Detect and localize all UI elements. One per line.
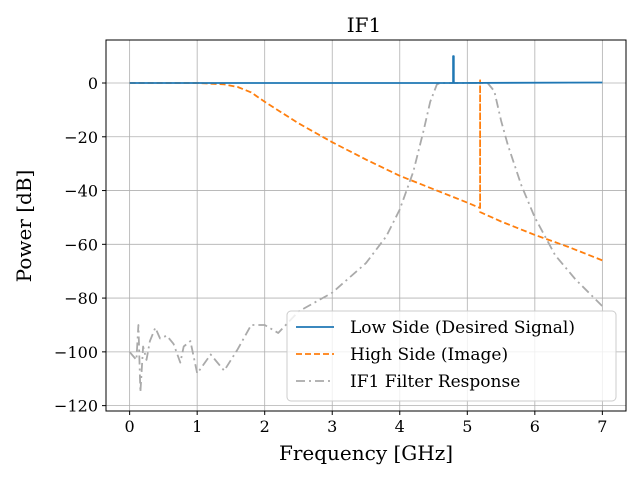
x-tick-label: 3 xyxy=(327,417,337,436)
legend-frame xyxy=(286,310,617,402)
x-tick-label: 0 xyxy=(125,417,135,436)
series-line-3 xyxy=(128,82,604,394)
x-tick-label: 6 xyxy=(530,417,540,436)
legend-label-1: Low Side (Desired Signal) xyxy=(350,318,575,338)
legend: Low Side (Desired Signal) High Side (Imag… xyxy=(286,310,617,402)
y-tick-label: −120 xyxy=(54,397,98,416)
y-tick-label: −100 xyxy=(54,343,98,362)
series-layer xyxy=(128,55,604,394)
series-line-1 xyxy=(129,55,603,84)
plot-frame xyxy=(105,39,627,412)
legend-label-2: High Side (Image) xyxy=(350,345,508,365)
x-tick-label: 2 xyxy=(260,417,270,436)
y-axis-label: Power [dB] xyxy=(12,170,36,283)
y-tick-label: −40 xyxy=(64,182,98,201)
x-axis-label: Frequency [GHz] xyxy=(279,441,453,465)
y-tick-label: −80 xyxy=(64,289,98,308)
chart-title: IF1 xyxy=(347,13,382,37)
y-tick-label: −20 xyxy=(64,128,98,147)
y-tick-label: −60 xyxy=(64,235,98,254)
legend-label-3: IF1 Filter Response xyxy=(350,372,520,392)
series-line-2 xyxy=(129,79,603,262)
ticks: 0 1 2 3 4 5 6 7 0 −20 −40 −60 −80 −100 −120 xyxy=(54,74,607,436)
x-tick-label: 7 xyxy=(597,417,607,436)
x-tick-label: 1 xyxy=(192,417,202,436)
y-tick-label: 0 xyxy=(88,74,98,93)
x-tick-label: 4 xyxy=(395,417,405,436)
x-tick-label: 5 xyxy=(462,417,472,436)
